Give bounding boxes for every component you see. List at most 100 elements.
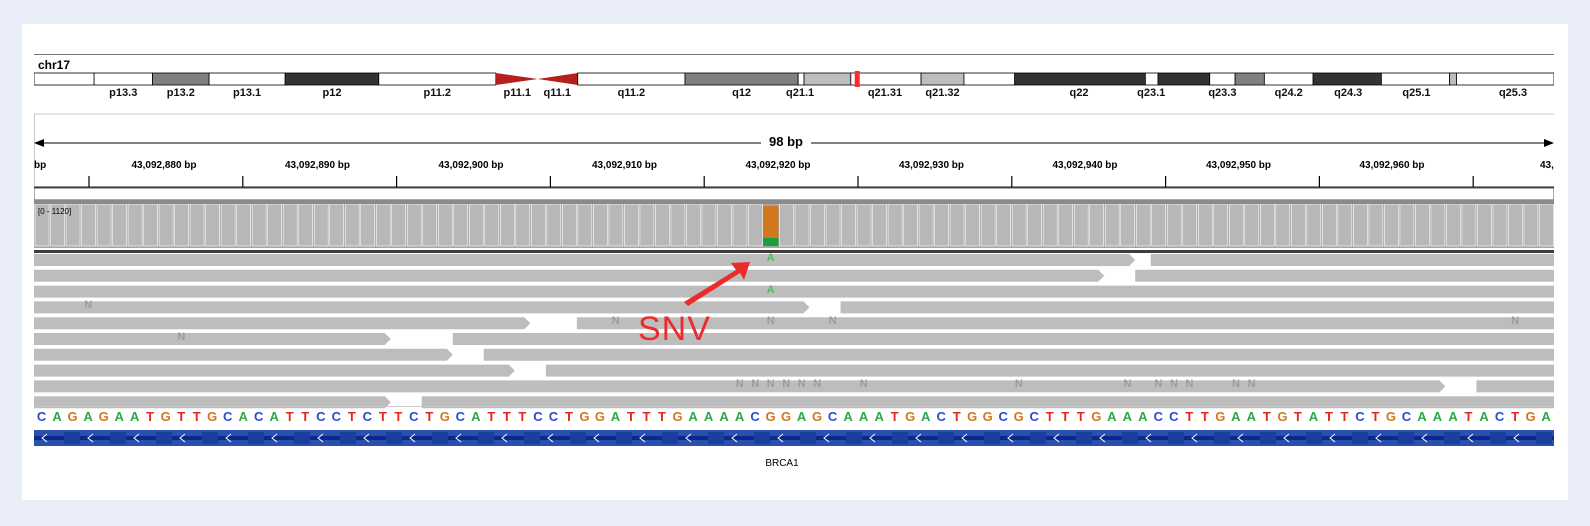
coverage-bar [779,203,794,247]
reference-base: A [83,409,93,424]
band-label: q22 [1069,87,1089,99]
reference-base: G [98,409,109,424]
reads-top-edge [34,250,1554,253]
reference-base: A [874,409,884,424]
reference-base: T [378,409,387,424]
reference-base: A [1107,409,1117,424]
alignment-reads-track[interactable] [34,250,1554,410]
reference-base: T [192,409,201,424]
read-alignment [421,396,1554,409]
reference-base: T [1045,409,1054,424]
coverage-bar [903,203,918,247]
strand-chevron-icon [271,433,278,443]
strand-chevron-icon [1099,433,1106,443]
read-base: N [1014,378,1023,391]
chromosome-ideogram[interactable] [34,54,1554,88]
reference-base: C [36,409,47,424]
reference-base: A [1122,409,1132,424]
read-alignment [34,396,391,409]
read-base: N [782,378,791,391]
reference-base: C [316,409,326,424]
coverage-bar [1477,203,1492,247]
coverage-bar [1508,203,1523,247]
reference-base: A [734,409,745,424]
coverage-bar [1166,203,1182,247]
coverage-bar [1337,203,1353,247]
ruler-label: 43,092,900 bp [438,160,504,171]
reference-base: C [936,409,946,424]
coverage-snv-ref [762,206,779,238]
reference-base: T [502,409,511,424]
band-label: q12 [732,87,752,99]
strand-chevron-icon [869,433,876,443]
coverage-bar [344,203,360,247]
reference-base: T [952,409,961,424]
read-base: N [1185,378,1194,391]
band-label: q11.1 [543,87,572,99]
band-label: p11.2 [423,87,452,99]
strand-chevron-icon [133,433,140,443]
coverage-bar [1182,203,1198,247]
coverage-bar [670,203,686,247]
read-alignment [34,333,391,345]
coverage-bar [934,203,949,247]
reference-base: T [626,409,635,424]
coverage-bar [267,203,282,247]
coverage-top-edge [34,200,1554,204]
reference-base: T [1293,409,1302,424]
reference-base: A [52,409,62,424]
reference-base: G [672,409,683,424]
coverage-bar [81,203,96,247]
current-position-marker [854,71,860,87]
panel-left-edge [34,114,35,204]
coverage-bar [965,203,980,247]
coverage-bar [1368,203,1384,247]
read-alignment [34,269,1105,282]
read-base: N [828,315,837,328]
reference-base: A [1417,409,1427,424]
ruler-label: 43, [1540,160,1554,171]
coverage-bar [624,203,639,247]
reference-base: C [1494,409,1505,424]
band-label: p13.3 [109,87,138,99]
read-alignment [1135,269,1554,282]
gene-exon-shade [1536,432,1552,444]
strand-chevron-icon [777,433,784,443]
read-base: N [859,378,868,391]
strand-chevron-icon [639,433,646,443]
snv-arrow-icon [684,262,750,306]
read-base: N [84,299,93,312]
coverage-bar [1492,203,1508,247]
reference-base: C [750,409,760,424]
band-label: q21.1 [786,87,815,99]
coverage-bar [1430,203,1446,247]
coverage-bar [189,203,205,247]
gene-strand-line [34,436,1554,440]
coverage-bar [437,203,453,247]
band-label: p13.2 [166,87,195,99]
ruler-label: 43,092,930 bp [898,160,965,171]
reference-base: A [1246,409,1257,424]
ruler-track[interactable] [34,54,1554,204]
coverage-bar [282,203,298,247]
reference-base: G [207,409,218,424]
ruler-label: 43,092,890 bp [284,160,351,171]
coverage-bar [1151,203,1167,247]
ruler-bar [34,187,1554,201]
read-alignment [545,364,1554,377]
reference-base: G [1091,409,1102,424]
coverage-bar [918,203,934,247]
reference-base: C [1153,409,1164,424]
ruler-label: 43,092,960 bp [1359,160,1425,171]
igv-panel: chr17 p13.3 p13.2 p13.1 p12 p11.2 p11.1 q11.1 q… [34,54,1554,484]
strand-chevron-icon [915,433,922,443]
gene-track[interactable] [34,430,1554,450]
coverage-bar [174,203,189,247]
read-base: N [766,378,775,391]
coverage-bar [996,203,1011,247]
band-label: q11.2 [617,87,646,99]
read-alignment [1476,380,1554,393]
reference-base: G [982,409,993,424]
strand-chevron-icon [87,433,94,443]
coverage-track[interactable] [34,200,1554,248]
